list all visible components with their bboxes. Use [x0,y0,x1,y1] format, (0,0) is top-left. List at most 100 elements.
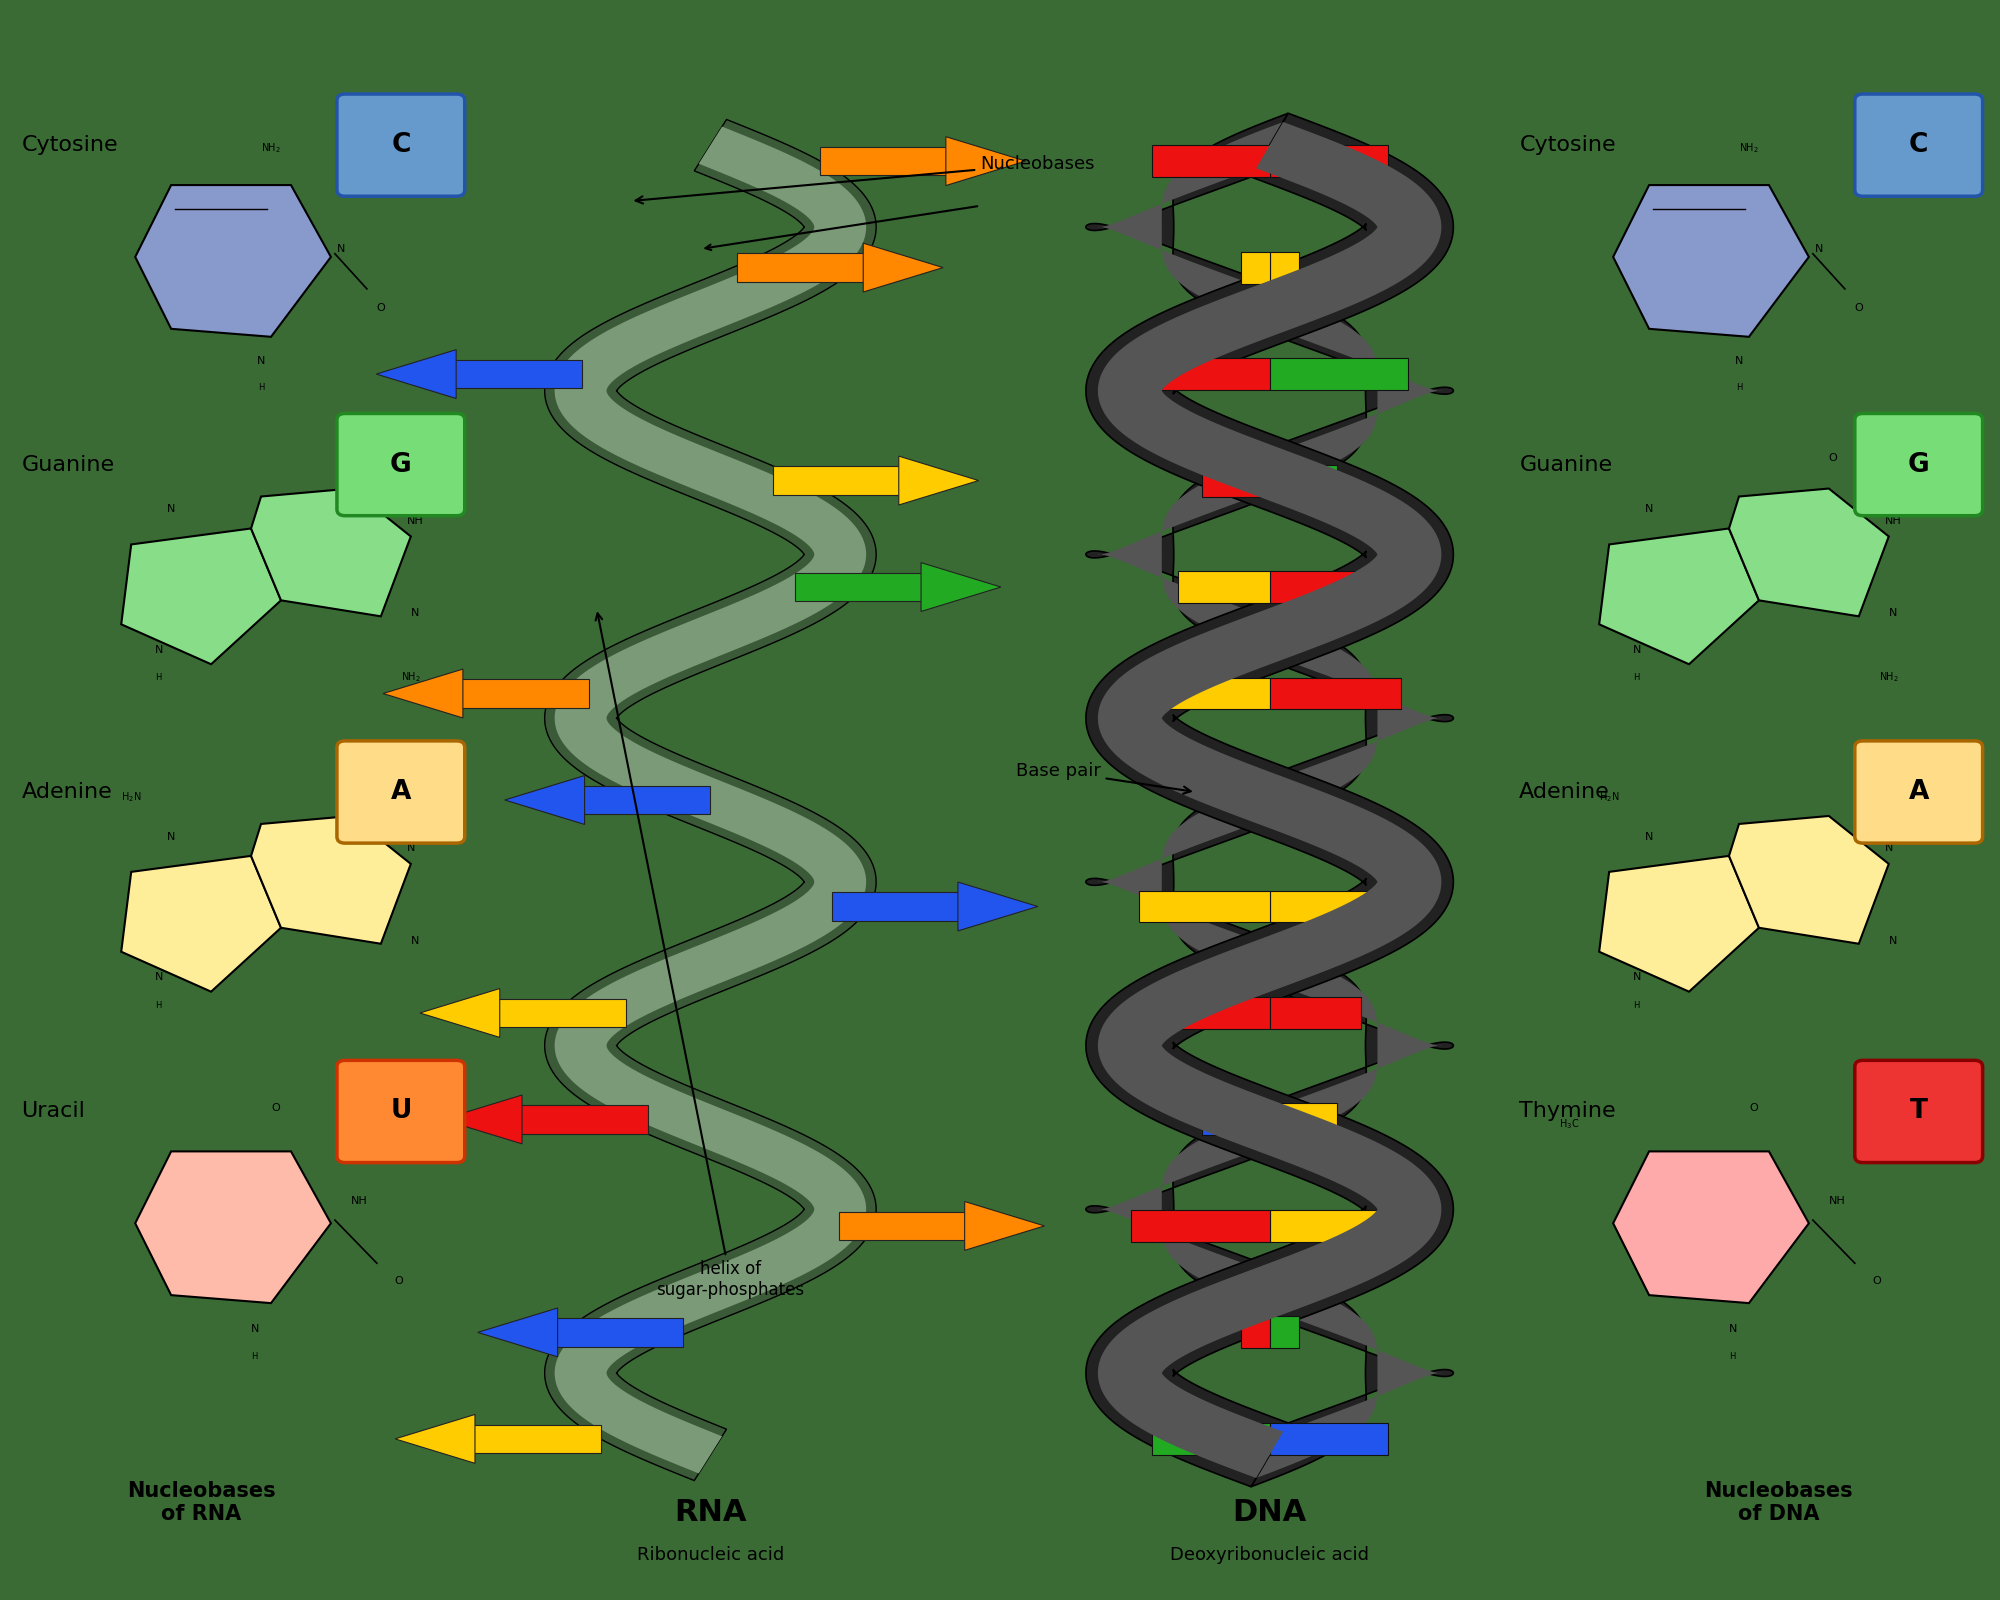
Text: N: N [1734,355,1744,366]
Bar [1270,464,1336,496]
Text: N: N [1646,832,1654,842]
Text: H: H [156,674,162,682]
Bar [1270,891,1400,923]
Bar [1152,146,1270,178]
Text: NH$_2$: NH$_2$ [1740,141,1758,155]
Bar [1132,1210,1270,1242]
Text: NH: NH [1884,515,1902,526]
Bar [1270,571,1360,603]
Text: RNA: RNA [674,1498,746,1526]
Text: O: O [394,1275,404,1286]
Text: NH: NH [350,1197,368,1206]
Bar [1270,677,1400,709]
Polygon shape [496,998,626,1027]
FancyBboxPatch shape [336,741,464,843]
Text: N: N [168,832,176,842]
Polygon shape [136,186,330,338]
Bar [1178,997,1270,1029]
FancyBboxPatch shape [336,1061,464,1163]
Text: N: N [336,243,346,254]
Text: NH: NH [1828,1197,1846,1206]
Text: N: N [1634,973,1642,982]
Text: DNA: DNA [1232,1498,1306,1526]
Text: Ribonucleic acid: Ribonucleic acid [636,1547,784,1565]
Bar [1270,358,1408,390]
Text: Cytosine: Cytosine [1520,134,1616,155]
Bar [1152,1422,1270,1454]
Polygon shape [554,126,866,1474]
Text: N: N [410,936,420,946]
Polygon shape [1728,816,1888,944]
Text: Nucleobases
of RNA: Nucleobases of RNA [126,1482,276,1525]
Text: O: O [350,453,360,464]
Text: H: H [1634,674,1640,682]
Text: N: N [1728,1323,1738,1334]
Bar [1240,1317,1270,1349]
Polygon shape [1728,488,1888,616]
Text: N: N [1646,504,1654,515]
Polygon shape [544,120,876,1480]
Polygon shape [832,893,962,922]
Text: N: N [156,645,164,654]
Polygon shape [1098,122,1442,1478]
Text: Adenine: Adenine [22,782,112,802]
Text: O: O [1854,302,1864,314]
Polygon shape [580,786,710,814]
Text: Uracil: Uracil [22,1101,86,1122]
Text: Cytosine: Cytosine [22,134,118,155]
Text: G: G [390,451,412,477]
Bar [1132,358,1270,390]
Text: N: N [256,355,266,366]
Polygon shape [396,1414,474,1464]
Polygon shape [554,1318,684,1347]
Text: A: A [1908,779,1928,805]
Polygon shape [796,573,926,602]
Polygon shape [964,1202,1044,1250]
Polygon shape [122,528,282,664]
Bar [1270,251,1298,283]
Polygon shape [136,1152,330,1302]
Text: H: H [252,1352,258,1362]
Polygon shape [922,563,1000,611]
Text: A: A [390,779,412,805]
Text: Thymine: Thymine [1520,1101,1616,1122]
Polygon shape [478,1307,558,1357]
Text: N: N [1888,936,1898,946]
FancyBboxPatch shape [336,413,464,515]
Text: Guanine: Guanine [22,454,114,475]
Polygon shape [772,466,902,494]
Text: NH$_2$: NH$_2$ [262,141,280,155]
Polygon shape [122,856,282,992]
Text: H: H [258,384,264,392]
Polygon shape [838,1211,968,1240]
Text: N: N [252,1323,260,1334]
Text: H: H [1736,384,1742,392]
Text: O: O [272,1104,280,1114]
Text: O: O [376,302,386,314]
Polygon shape [820,147,950,176]
Polygon shape [1614,186,1808,338]
Bar [1138,891,1270,923]
Bar [1202,464,1270,496]
Bar [1270,146,1388,178]
Text: N: N [168,504,176,515]
Polygon shape [452,360,582,389]
Bar [1270,1104,1336,1136]
Text: N: N [1888,608,1898,618]
Bar [1270,1422,1388,1454]
Polygon shape [1614,1152,1808,1302]
Text: H$_3$C: H$_3$C [1560,1117,1580,1131]
Polygon shape [384,669,462,718]
FancyBboxPatch shape [1854,1061,1982,1163]
FancyBboxPatch shape [1854,413,1982,515]
Text: Nucleobases
of DNA: Nucleobases of DNA [1704,1482,1854,1525]
Text: U: U [390,1099,412,1125]
Polygon shape [1098,122,1442,1478]
Polygon shape [518,1106,648,1134]
Text: NH$_2$: NH$_2$ [400,670,420,685]
Polygon shape [252,488,410,616]
Bar [1178,571,1270,603]
Text: Deoxyribonucleic acid: Deoxyribonucleic acid [1170,1547,1370,1565]
Polygon shape [1086,114,1454,1486]
Text: N: N [406,843,416,853]
